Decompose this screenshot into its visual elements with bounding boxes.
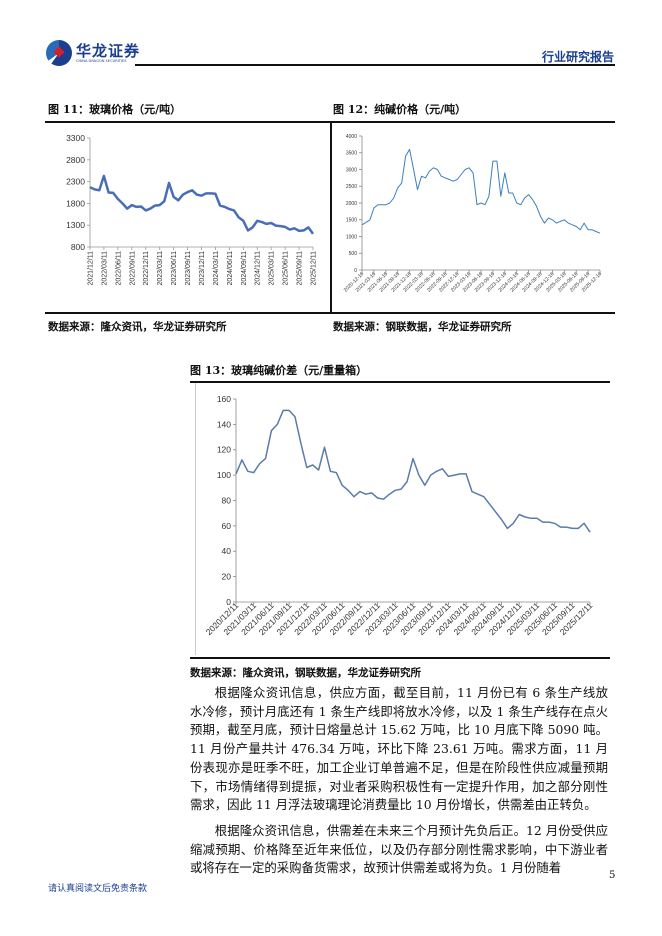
y-tick-label: 4000 bbox=[346, 134, 357, 140]
y-tick-label: 3500 bbox=[346, 151, 357, 157]
x-tick-label: 2024/09/11 bbox=[241, 251, 248, 286]
figure-13-left-border bbox=[195, 383, 196, 655]
y-tick-label: 2800 bbox=[66, 155, 85, 165]
glass-price-chart: 800 1300 1800 2300 2800 3300 2021/12/11 2022/03… bbox=[66, 133, 317, 286]
disclaimer-link[interactable]: 请认真阅读文后免责条款 bbox=[48, 884, 148, 894]
x-tick-label: 2023/09/11 bbox=[185, 251, 192, 286]
y-tick-label: 120 bbox=[217, 445, 231, 455]
x-tick-label: 2023/06/11 bbox=[171, 251, 178, 286]
body-paragraph: 根据隆众资讯信息，供应方面，截至目前，11 月份已有 6 条生产线放水冷修，预计… bbox=[190, 685, 608, 813]
figure-11-title: 图 11：玻璃价格（元/吨） bbox=[48, 103, 182, 116]
figure-13-source: 数据来源：隆众资讯，钢联数据，华龙证券研究所 bbox=[190, 667, 421, 679]
y-tick-label: 0 bbox=[226, 597, 231, 607]
y-tick-label: 140 bbox=[217, 419, 231, 429]
glass-soda-spread-chart: 0204060801001201401602020/12/112021/03/1… bbox=[204, 394, 595, 637]
y-tick-label: 800 bbox=[71, 242, 85, 252]
figure-bottom-border bbox=[45, 312, 615, 314]
x-tick-label: 2025/03/11 bbox=[269, 251, 276, 286]
figure-separator bbox=[330, 121, 332, 313]
y-tick-label: 160 bbox=[217, 394, 231, 404]
x-tick-label: 2025/12/11 bbox=[310, 251, 317, 286]
soda-ash-price-chart: 050010001500200025003000350040002020-12-… bbox=[343, 134, 603, 294]
y-tick-label: 40 bbox=[222, 546, 232, 556]
series-line bbox=[361, 148, 601, 234]
figure-12-source: 数据来源：钢联数据，华龙证券研究所 bbox=[333, 321, 512, 333]
figure-11-source: 数据来源：隆众资讯，华龙证券研究所 bbox=[48, 321, 227, 333]
y-tick-label: 1300 bbox=[66, 220, 85, 230]
y-tick-label: 1000 bbox=[346, 234, 357, 240]
y-tick-label: 0 bbox=[354, 268, 357, 274]
y-tick-label: 1800 bbox=[66, 198, 85, 208]
x-tick-label: 2025/06/11 bbox=[283, 251, 290, 286]
figure-12-title: 图 12：纯碱价格（元/吨） bbox=[333, 103, 467, 116]
x-tick-label: 2022/09/11 bbox=[129, 251, 136, 286]
logo-english-name: CHINA DRAGON SECURITIES bbox=[76, 59, 127, 63]
y-tick-label: 60 bbox=[222, 521, 232, 531]
y-tick-label: 1500 bbox=[346, 218, 357, 224]
figure-13-title: 图 13：玻璃纯碱价差（元/重量箱） bbox=[190, 364, 368, 377]
body-paragraph: 根据隆众资讯信息，供需差在未来三个月预计先负后正。12 月份受供应缩减预期、价格… bbox=[190, 823, 608, 876]
x-tick-label: 2024/12/11 bbox=[255, 251, 262, 286]
figure-13-bottom-border bbox=[190, 657, 610, 659]
x-tick-label: 2022/03/11 bbox=[101, 251, 108, 286]
x-tick-label: 2022/06/11 bbox=[115, 251, 122, 286]
x-tick-label: 2022/12/11 bbox=[143, 251, 150, 286]
y-tick-label: 20 bbox=[222, 572, 232, 582]
y-tick-label: 2300 bbox=[66, 177, 85, 187]
y-tick-label: 500 bbox=[349, 251, 358, 257]
y-tick-label: 80 bbox=[222, 495, 232, 505]
x-tick-label: 2024/06/11 bbox=[227, 251, 234, 286]
y-tick-label: 2000 bbox=[346, 201, 357, 207]
series-line bbox=[89, 174, 315, 235]
y-tick-label: 3000 bbox=[346, 167, 357, 173]
figure-13-top-border bbox=[190, 381, 610, 383]
series-line bbox=[235, 409, 591, 533]
header-divider bbox=[135, 64, 615, 66]
report-type: 行业研究报告 bbox=[541, 50, 614, 64]
y-tick-label: 2500 bbox=[346, 184, 357, 190]
y-tick-label: 100 bbox=[217, 470, 231, 480]
x-tick-label: 2023/03/11 bbox=[157, 251, 164, 286]
page-number: 5 bbox=[609, 870, 616, 881]
x-tick-label: 2024/03/11 bbox=[213, 251, 220, 286]
x-tick-label: 2021/12/11 bbox=[87, 251, 94, 286]
y-tick-label: 3300 bbox=[66, 133, 85, 143]
company-logo-icon bbox=[46, 40, 72, 66]
x-tick-label: 2025/09/11 bbox=[297, 251, 304, 286]
x-tick-label: 2023/12/11 bbox=[199, 251, 206, 286]
logo-name: 华龙证券 bbox=[76, 42, 141, 60]
